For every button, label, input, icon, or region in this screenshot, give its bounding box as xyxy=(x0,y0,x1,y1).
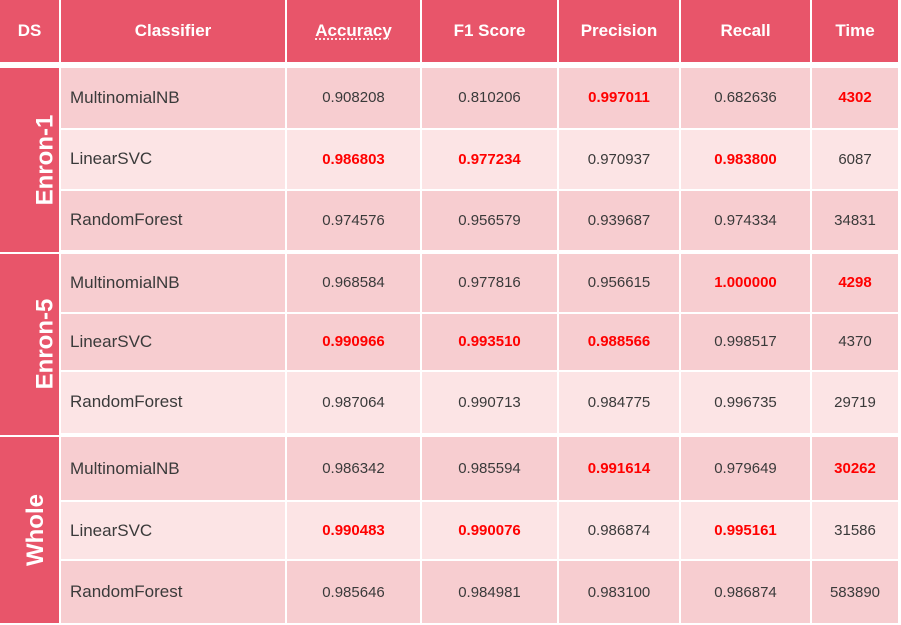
accuracy-cell: 0.968584 xyxy=(287,253,422,315)
accuracy-cell: 0.986342 xyxy=(287,437,422,502)
precision-cell: 0.939687 xyxy=(559,191,681,254)
time-cell: 29719 xyxy=(812,371,900,438)
precision-cell: 0.997011 xyxy=(559,68,681,130)
classifier-cell: MultinomialNB xyxy=(61,68,287,130)
recall-cell: 0.983800 xyxy=(681,129,812,192)
precision-cell: 0.984775 xyxy=(559,371,681,438)
precision-cell: 0.956615 xyxy=(559,253,681,315)
dataset-label-whole: Whole xyxy=(0,437,61,625)
f1-score-cell: 0.993510 xyxy=(422,314,559,372)
classifier-cell: LinearSVC xyxy=(61,314,287,372)
dataset-name: Enron-1 xyxy=(31,114,59,206)
precision-cell: 0.983100 xyxy=(559,561,681,625)
f1-score-cell: 0.977234 xyxy=(422,129,559,192)
table-row: RandomForest 0.985646 0.984981 0.983100 … xyxy=(0,561,900,625)
dataset-label-enron-5: Enron-5 xyxy=(0,253,61,438)
table-row: RandomForest 0.987064 0.990713 0.984775 … xyxy=(0,371,900,438)
f1-score-cell: 0.984981 xyxy=(422,561,559,625)
time-cell: 4302 xyxy=(812,68,900,130)
accuracy-cell: 0.990483 xyxy=(287,501,422,562)
header-recall: Recall xyxy=(681,0,812,68)
header-time: Time xyxy=(812,0,900,68)
f1-score-cell: 0.990713 xyxy=(422,371,559,438)
time-cell: 6087 xyxy=(812,129,900,192)
accuracy-cell: 0.986803 xyxy=(287,129,422,192)
recall-cell: 1.000000 xyxy=(681,253,812,315)
time-cell: 34831 xyxy=(812,191,900,254)
recall-cell: 0.986874 xyxy=(681,561,812,625)
header-row: DS Classifier Accuracy F1 Score Precisio… xyxy=(0,0,900,68)
recall-cell: 0.995161 xyxy=(681,501,812,562)
recall-cell: 0.998517 xyxy=(681,314,812,372)
accuracy-cell: 0.908208 xyxy=(287,68,422,130)
time-cell: 31586 xyxy=(812,501,900,562)
dataset-name: Whole xyxy=(22,494,49,567)
header-f1-score: F1 Score xyxy=(422,0,559,68)
table-row: Enron-1 MultinomialNB 0.908208 0.810206 … xyxy=(0,68,900,254)
header-accuracy-label: Accuracy xyxy=(315,21,392,40)
classifier-cell: RandomForest xyxy=(61,191,287,254)
f1-score-cell: 0.985594 xyxy=(422,437,559,502)
classifier-cell: MultinomialNB xyxy=(61,253,287,315)
classifier-cell: MultinomialNB xyxy=(61,437,287,502)
classifier-cell: RandomForest xyxy=(61,371,287,438)
table-row: LinearSVC 0.990966 0.993510 0.988566 0.9… xyxy=(0,314,900,372)
classifier-cell: LinearSVC xyxy=(61,501,287,562)
precision-cell: 0.991614 xyxy=(559,437,681,502)
accuracy-cell: 0.985646 xyxy=(287,561,422,625)
time-cell: 4370 xyxy=(812,314,900,372)
table-row: LinearSVC 0.990483 0.990076 0.986874 0.9… xyxy=(0,501,900,562)
header-ds: DS xyxy=(0,0,61,68)
recall-cell: 0.979649 xyxy=(681,437,812,502)
accuracy-cell: 0.987064 xyxy=(287,371,422,438)
accuracy-cell: 0.990966 xyxy=(287,314,422,372)
f1-score-cell: 0.990076 xyxy=(422,501,559,562)
precision-cell: 0.988566 xyxy=(559,314,681,372)
f1-score-cell: 0.977816 xyxy=(422,253,559,315)
recall-cell: 0.974334 xyxy=(681,191,812,254)
header-classifier: Classifier xyxy=(61,0,287,68)
time-cell: 4298 xyxy=(812,253,900,315)
time-cell: 583890 xyxy=(812,561,900,625)
precision-cell: 0.970937 xyxy=(559,129,681,192)
time-cell: 30262 xyxy=(812,437,900,502)
classifier-cell: RandomForest xyxy=(61,561,287,625)
table-row: Whole MultinomialNB 0.986342 0.985594 0.… xyxy=(0,437,900,625)
dataset-label-enron-1: Enron-1 xyxy=(0,68,61,254)
table-row: RandomForest 0.974576 0.956579 0.939687 … xyxy=(0,191,900,254)
recall-cell: 0.996735 xyxy=(681,371,812,438)
accuracy-cell: 0.974576 xyxy=(287,191,422,254)
recall-cell: 0.682636 xyxy=(681,68,812,130)
header-precision: Precision xyxy=(559,0,681,68)
precision-cell: 0.986874 xyxy=(559,501,681,562)
classifier-cell: LinearSVC xyxy=(61,129,287,192)
table-row: LinearSVC 0.986803 0.977234 0.970937 0.9… xyxy=(0,129,900,192)
header-accuracy: Accuracy xyxy=(287,0,422,68)
table-row: Enron-5 MultinomialNB 0.968584 0.977816 … xyxy=(0,253,900,438)
dataset-name: Enron-5 xyxy=(31,299,59,390)
f1-score-cell: 0.810206 xyxy=(422,68,559,130)
f1-score-cell: 0.956579 xyxy=(422,191,559,254)
